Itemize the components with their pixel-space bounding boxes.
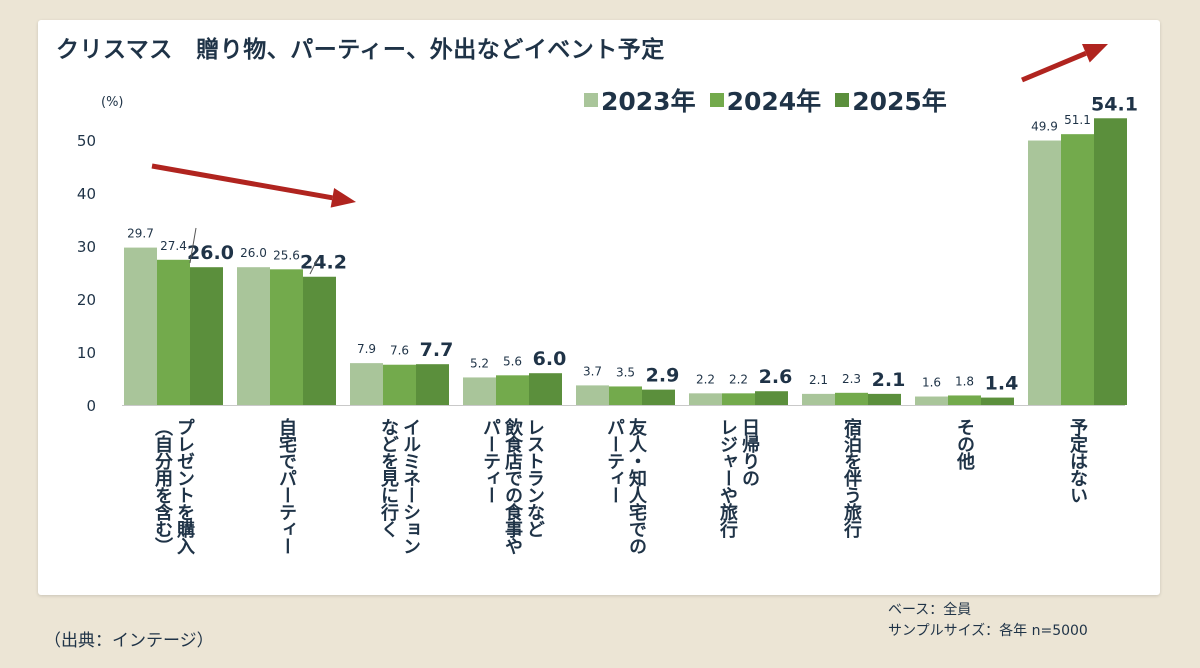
chart-panel [38,20,1160,595]
data-label: 3.5 [616,365,635,379]
legend-item-2024: 2024年 [709,82,822,118]
legend-swatch-2024 [709,93,724,107]
legend-label-2023: 2023年 [601,87,696,116]
category-label: 自宅でパーティー [276,417,297,554]
down-trend-arrow-shaft [151,163,333,201]
data-label: 5.2 [470,356,489,370]
bar-2023年-0 [124,247,157,405]
bar-2025年-8 [1094,118,1127,406]
category-label: プレゼントを購入 [174,418,196,555]
data-label: 26.0 [240,246,267,260]
data-label: 2.2 [696,372,715,386]
bar-2023年-8 [1028,140,1061,405]
category-label: などを見に行く [378,418,400,538]
legend-item-2023: 2023年 [584,82,696,118]
bar-2025年-3 [529,373,562,405]
data-label: 1.6 [922,376,941,390]
bar-2023年-4 [576,385,609,405]
data-label: 49.9 [1031,120,1058,134]
bar-2025年-4 [642,389,675,405]
data-label: 3.7 [583,364,602,378]
category-label: 予定はない [1067,418,1088,503]
data-label: 7.7 [420,339,454,361]
up-trend-arrow-head [1082,44,1108,63]
data-label: 2.9 [646,365,680,387]
category-label: 宿泊を伴う旅行 [841,417,863,538]
bar-2024年-7 [948,395,981,405]
bar-2024年-8 [1061,134,1094,406]
leader-line [309,257,319,275]
data-label: 51.1 [1064,113,1091,127]
legend-swatch-2025 [835,93,850,107]
data-label: 1.4 [985,373,1019,395]
legend-label-2024: 2024年 [726,87,822,116]
chart-title: クリスマス 贈り物、パーティー、外出などイベント予定 [56,37,665,63]
data-label: 7.6 [390,344,409,358]
bar-2023年-3 [463,377,496,405]
bar-2025年-2 [416,364,449,405]
bar-2023年-1 [237,267,270,405]
bar-2025年-6 [868,393,901,405]
bar-2023年-7 [915,396,948,405]
legend: 2023年 2024年 2025年 [584,82,947,118]
y-tick-label: 0 [86,397,96,415]
legend-swatch-2023 [584,93,598,107]
category-label: （自分用を含む） [152,418,173,554]
data-label: 7.9 [357,342,376,356]
data-label: 26.0 [187,242,234,264]
bar-2024年-2 [383,364,416,405]
data-label: 2.3 [842,372,861,386]
y-unit-label: (%) [101,95,124,110]
y-tick-label: 50 [77,132,96,150]
bar-2025年-0 [190,267,223,405]
sample-size-note: サンプルサイズ：各年 n=5000 [888,623,1088,639]
category-label: パーティー [480,418,501,503]
category-label: イルミネーション [400,418,421,554]
data-label: 2.1 [872,369,906,391]
data-label: 5.6 [503,354,522,368]
data-label: 54.1 [1091,93,1138,115]
category-label: レストランなど [524,418,545,538]
bar-2024年-1 [270,269,303,405]
legend-item-2025: 2025年 [835,82,947,118]
bar-2023年-5 [689,393,722,405]
bar-2024年-5 [722,393,755,405]
bar-2024年-3 [496,375,529,405]
data-label: 6.0 [533,348,567,370]
bar-2024年-0 [157,259,190,405]
base-note: ベース：全員 [888,602,972,618]
up-trend-arrow-shaft [1021,50,1087,83]
leader-line [189,227,197,264]
data-label: 27.4 [160,239,187,253]
data-label: 2.1 [809,373,828,387]
data-label: 29.7 [127,227,154,241]
bar-2023年-6 [802,393,835,405]
data-label: 2.2 [729,372,748,386]
y-tick-label: 30 [77,238,96,256]
bar-2023年-2 [350,363,383,405]
down-trend-arrow-head [330,187,356,208]
bar-2024年-4 [609,386,642,405]
bar-2024年-6 [835,392,868,405]
category-label: 日帰りの [739,418,760,486]
y-tick-label: 10 [77,344,96,362]
category-label: 飲食店での食事や [502,417,524,555]
y-tick-label: 40 [77,185,96,203]
source-note: （出典：インテージ） [44,631,214,651]
bar-2025年-1 [303,276,336,405]
y-tick-label: 20 [77,291,96,309]
category-label: その他 [954,418,976,470]
data-label: 25.6 [273,248,300,262]
bar-2025年-5 [755,391,788,405]
data-label: 2.6 [759,366,793,388]
legend-label-2025: 2025年 [852,87,947,116]
sample-note: ベース：全員 サンプルサイズ：各年 n=5000 [888,600,1088,642]
data-label: 1.8 [955,374,974,388]
category-label: パーティー [604,418,625,503]
category-label: 友人・知人宅での [626,417,647,554]
data-label: 24.2 [300,252,347,274]
category-label: レジャーや旅行 [717,418,739,538]
bar-2025年-7 [981,397,1014,405]
